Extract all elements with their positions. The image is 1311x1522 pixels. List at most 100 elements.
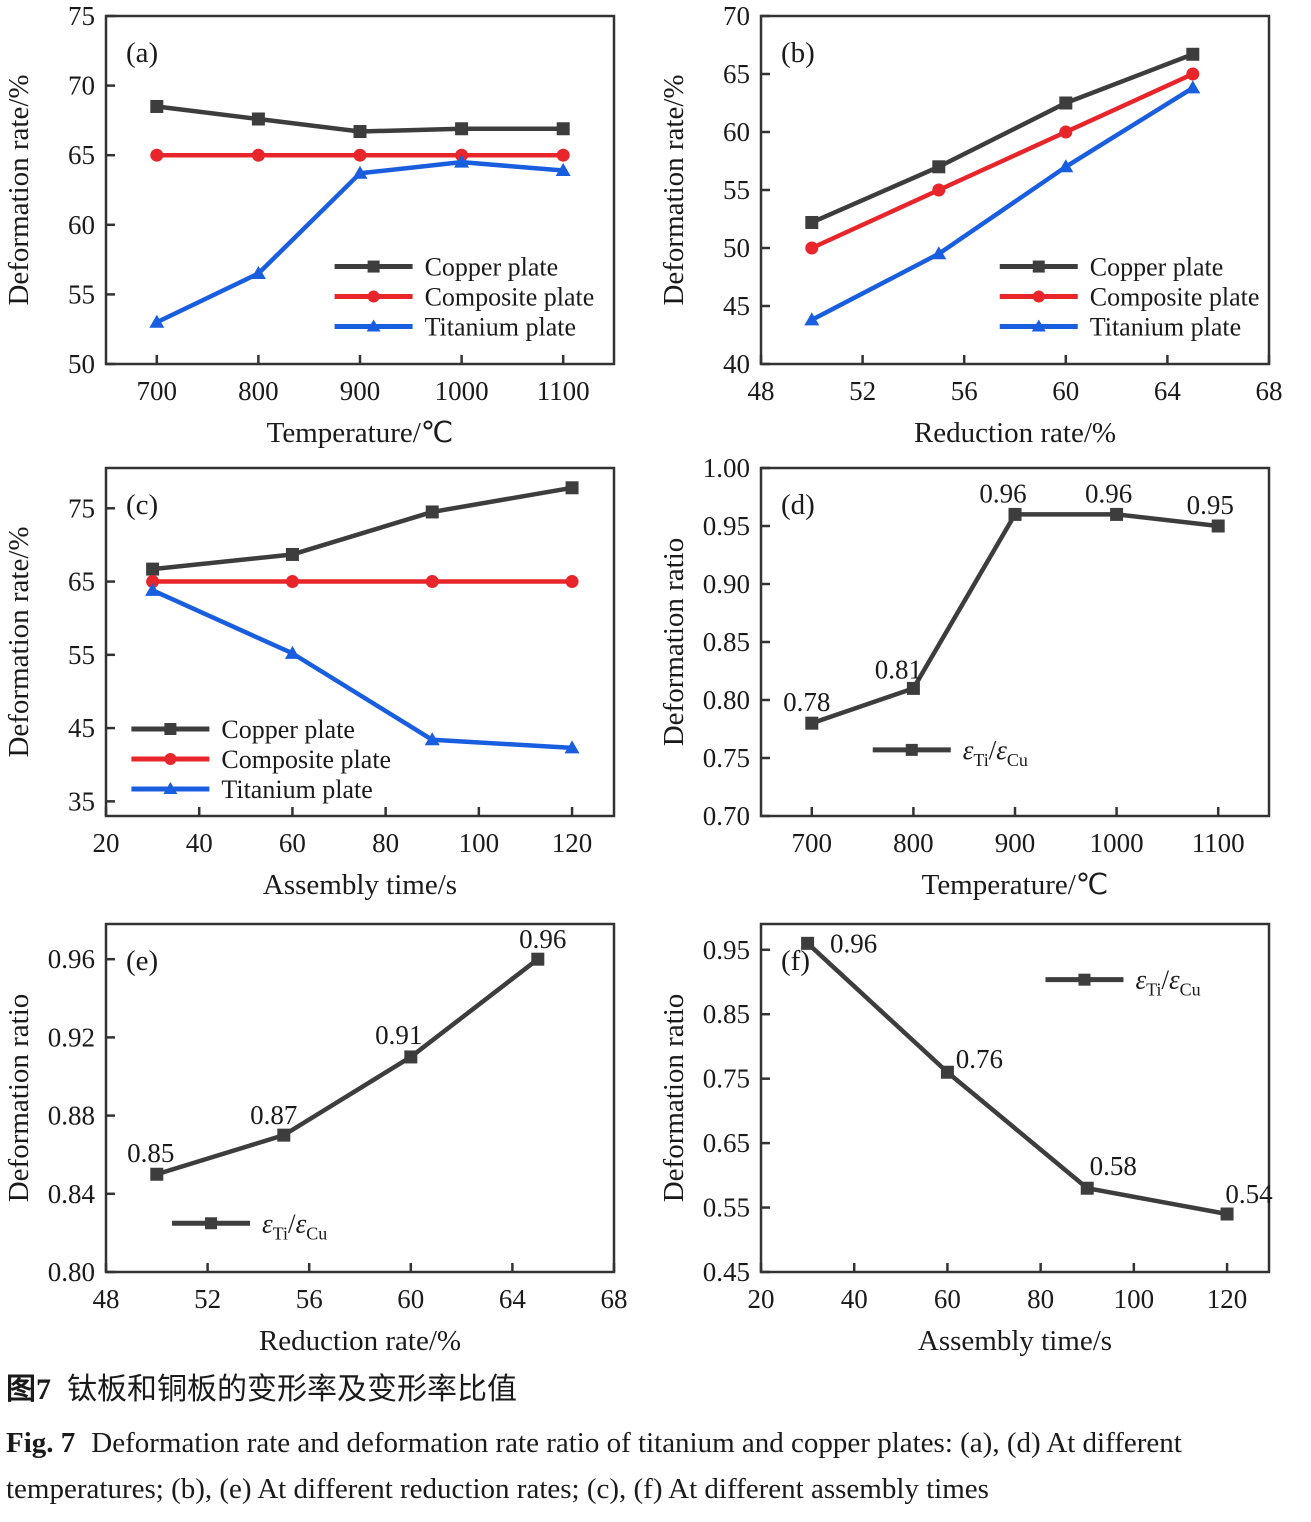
svg-text:56: 56 [296,1284,323,1314]
svg-text:(c): (c) [126,489,158,521]
svg-text:0.80: 0.80 [703,685,750,715]
svg-text:0.81: 0.81 [875,654,922,684]
svg-text:Copper plate: Copper plate [221,715,355,744]
chart-c: 20 40 60 80 100 120 35 45 55 65 75 Assembly time/s D… [0,452,655,908]
svg-text:800: 800 [893,828,934,858]
caption-en-text: Deformation rate and deformation rate ra… [6,1427,1182,1505]
svg-text:Reduction rate/%: Reduction rate/% [259,1325,461,1357]
svg-text:40: 40 [723,349,750,379]
svg-text:64: 64 [1154,376,1182,406]
svg-text:0.55: 0.55 [703,1193,750,1223]
svg-text:60: 60 [279,828,306,858]
svg-text:1100: 1100 [1192,828,1245,858]
chart-f: 20 40 60 80 100 120 0.45 0.55 0.65 0.75 0.85 0.95 As… [655,908,1311,1360]
svg-text:0.85: 0.85 [703,999,750,1029]
svg-text:35: 35 [68,786,95,816]
svg-text:(f): (f) [781,945,810,977]
svg-text:55: 55 [723,175,750,205]
svg-text:Temperature/℃: Temperature/℃ [267,417,454,449]
svg-text:1100: 1100 [537,376,590,406]
svg-text:50: 50 [68,349,95,379]
svg-text:Temperature/℃: Temperature/℃ [922,869,1109,901]
svg-text:Deformation rate/%: Deformation rate/% [658,74,690,305]
svg-text:0.92: 0.92 [48,1022,95,1052]
svg-text:20: 20 [748,1284,775,1314]
caption-en: Fig. 7 Deformation rate and deformation r… [6,1420,1301,1512]
svg-text:0.95: 0.95 [1187,490,1234,520]
svg-text:64: 64 [499,1284,527,1314]
svg-text:Titanium plate: Titanium plate [425,313,576,342]
svg-text:45: 45 [68,713,95,743]
svg-text:0.95: 0.95 [703,935,750,965]
svg-text:Composite plate: Composite plate [425,283,595,312]
svg-text:0.96: 0.96 [979,478,1026,508]
svg-text:48: 48 [748,376,775,406]
svg-text:120: 120 [552,828,593,858]
svg-text:0.87: 0.87 [250,1100,297,1130]
caption-zh-text: 钛板和铜板的变形率及变形率比值 [67,1373,517,1406]
caption-zh: 图7 钛板和铜板的变形率及变形率比值 [6,1370,1301,1410]
svg-text:56: 56 [951,376,978,406]
svg-text:Copper plate: Copper plate [1090,253,1224,282]
svg-text:0.95: 0.95 [703,511,750,541]
svg-text:900: 900 [995,828,1036,858]
svg-text:Assembly time/s: Assembly time/s [918,1325,1112,1357]
svg-text:0.76: 0.76 [956,1044,1003,1074]
svg-text:60: 60 [934,1284,961,1314]
svg-text:900: 900 [340,376,381,406]
svg-text:120: 120 [1207,1284,1248,1314]
svg-text:0.91: 0.91 [375,1020,422,1050]
svg-text:Deformation rate/%: Deformation rate/% [3,74,35,305]
svg-text:εTi/εCu: εTi/εCu [1135,965,1200,1000]
svg-text:60: 60 [723,117,750,147]
svg-text:65: 65 [68,567,95,597]
svg-text:100: 100 [459,828,500,858]
svg-text:(b): (b) [781,37,815,69]
svg-text:0.75: 0.75 [703,743,750,773]
svg-text:0.90: 0.90 [703,569,750,599]
chart-b: 48 52 56 60 64 68 40 45 50 55 60 65 70 Reduction rate… [655,0,1311,452]
svg-text:Deformation ratio: Deformation ratio [658,538,690,747]
svg-text:20: 20 [93,828,120,858]
chart-e-canvas: 48 52 56 60 64 68 0.80 0.84 0.88 0.92 0.96 Reductio… [3,922,628,1357]
svg-text:800: 800 [238,376,279,406]
svg-text:65: 65 [723,59,750,89]
svg-text:60: 60 [68,210,95,240]
svg-text:(e): (e) [126,945,158,977]
svg-text:48: 48 [93,1284,120,1314]
svg-text:0.54: 0.54 [1225,1179,1273,1209]
svg-text:65: 65 [68,140,95,170]
svg-text:Titanium plate: Titanium plate [221,775,372,804]
chart-f-canvas: 20 40 60 80 100 120 0.45 0.55 0.65 0.75 0.85 0.95 As… [658,922,1273,1357]
svg-text:700: 700 [137,376,178,406]
svg-text:55: 55 [68,640,95,670]
svg-text:Titanium plate: Titanium plate [1090,313,1241,342]
svg-text:0.96: 0.96 [48,944,95,974]
svg-text:(d): (d) [781,489,815,521]
figure-caption: 图7 钛板和铜板的变形率及变形率比值 Fig. 7 Deformation rate… [0,1360,1311,1512]
svg-text:0.85: 0.85 [127,1138,174,1168]
svg-text:40: 40 [841,1284,868,1314]
svg-text:700: 700 [792,828,833,858]
caption-zh-label: 图7 [6,1373,51,1406]
svg-text:Assembly time/s: Assembly time/s [263,869,457,901]
svg-text:68: 68 [1256,376,1283,406]
svg-text:0.96: 0.96 [519,924,566,954]
chart-d: 700 800 900 1000 1100 0.70 0.75 0.80 0.85 0.90 0.9… [655,452,1311,908]
svg-text:εTi/εCu: εTi/εCu [963,735,1028,770]
svg-text:1.00: 1.00 [703,453,750,483]
svg-text:0.80: 0.80 [48,1257,95,1287]
svg-text:0.85: 0.85 [703,627,750,657]
svg-text:εTi/εCu: εTi/εCu [262,1208,327,1243]
chart-b-canvas: 48 52 56 60 64 68 40 45 50 55 60 65 70 Reduction rate… [658,1,1283,449]
svg-text:40: 40 [186,828,213,858]
svg-text:Composite plate: Composite plate [221,745,391,774]
chart-grid: 700 800 900 1000 1100 50 55 60 65 70 75 Temperature… [0,0,1311,1360]
chart-e: 48 52 56 60 64 68 0.80 0.84 0.88 0.92 0.96 Reductio… [0,908,655,1360]
svg-text:0.70: 0.70 [703,801,750,831]
svg-text:0.78: 0.78 [783,687,830,717]
svg-text:Reduction rate/%: Reduction rate/% [914,417,1116,449]
svg-text:Composite plate: Composite plate [1090,283,1260,312]
svg-text:0.45: 0.45 [703,1257,750,1287]
